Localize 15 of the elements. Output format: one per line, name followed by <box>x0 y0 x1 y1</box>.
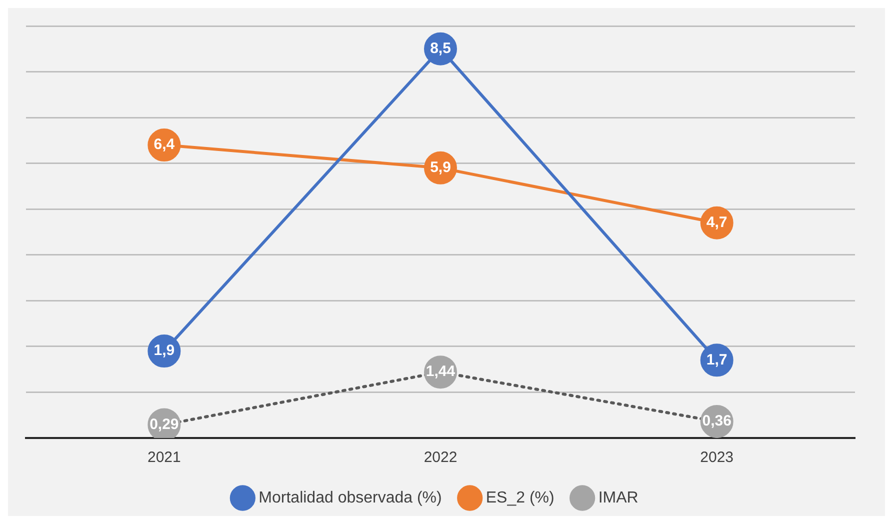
data-label: 8,5 <box>430 40 451 58</box>
legend-label: Mortalidad observada (%) <box>258 489 442 506</box>
legend-label: IMAR <box>598 489 638 506</box>
data-label: 5,9 <box>430 159 451 176</box>
legend-label: ES_2 (%) <box>486 489 554 506</box>
x-tick-label: 2021 <box>147 449 181 466</box>
data-label: 0,29 <box>150 416 179 433</box>
data-label: 4,7 <box>706 214 728 231</box>
data-label: 1,44 <box>426 363 456 380</box>
data-label: 1,9 <box>154 342 175 360</box>
x-tick-label: 2023 <box>700 449 734 466</box>
data-label: 1,7 <box>706 351 728 368</box>
data-label: 6,4 <box>154 136 176 154</box>
data-label: 0,36 <box>702 412 732 430</box>
x-tick-label: 2022 <box>424 449 458 466</box>
